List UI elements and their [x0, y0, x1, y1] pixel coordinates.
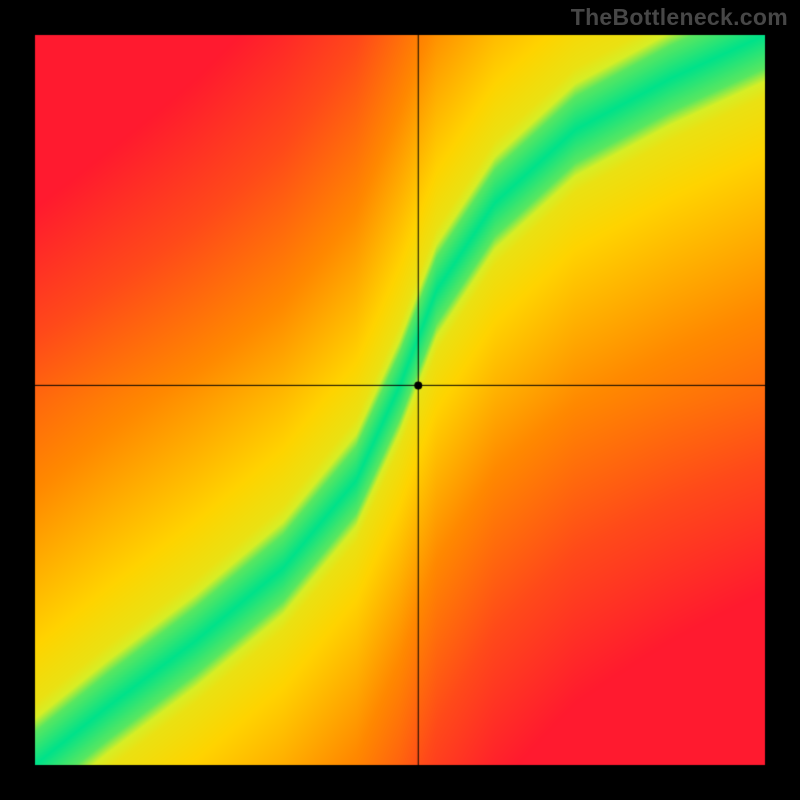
chart-container: TheBottleneck.com [0, 0, 800, 800]
bottleneck-heatmap [0, 0, 800, 800]
watermark-text: TheBottleneck.com [571, 4, 788, 31]
